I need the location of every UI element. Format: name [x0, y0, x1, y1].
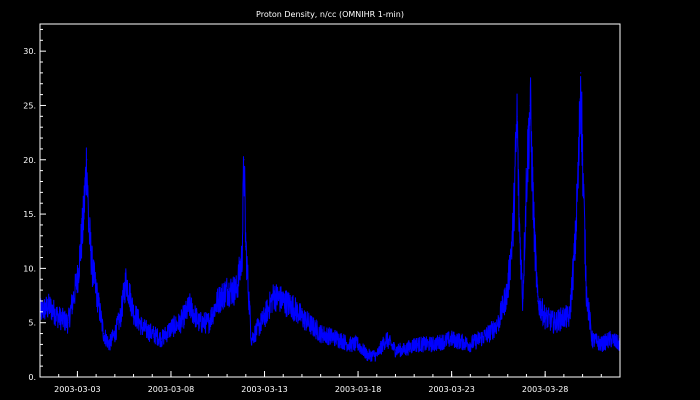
y-tick-label: 30.: [23, 47, 36, 56]
data-point: [578, 159, 580, 161]
y-tick-label: 25.: [23, 101, 36, 110]
data-point: [119, 316, 122, 318]
x-axis: 2003-03-03 2003-03-08 2003-03-13 2003-03-18…: [39, 371, 621, 394]
data-point: [348, 343, 350, 346]
data-point: [507, 289, 509, 291]
data-point: [161, 338, 163, 340]
data-point: [585, 289, 587, 291]
data-point: [376, 354, 378, 356]
data-point: [189, 305, 191, 307]
data-point: [207, 322, 209, 324]
x-tick-label: 2003-03-03: [54, 385, 101, 394]
data-point: [432, 343, 434, 346]
data-point: [88, 224, 90, 226]
data-point: [516, 115, 518, 117]
data-point: [610, 338, 612, 340]
data-point: [512, 224, 514, 226]
data-point: [108, 343, 110, 346]
data-point: [581, 159, 584, 161]
data-point: [114, 332, 116, 335]
data-point: [301, 316, 303, 318]
data-point: [357, 343, 359, 346]
data-point: [217, 300, 219, 302]
x-tick-label: 2003-03-23: [428, 385, 475, 394]
y-tick-label: 10.: [23, 264, 36, 273]
data-point: [76, 278, 79, 280]
data-point: [132, 311, 135, 313]
data-point: [574, 246, 576, 248]
data-point: [245, 246, 247, 248]
data-point: [488, 332, 490, 335]
y-tick-label: 15.: [23, 210, 36, 219]
data-point: [226, 289, 228, 291]
data-point: [413, 343, 415, 346]
data-point: [103, 332, 105, 335]
plot-area: [39, 72, 621, 362]
data-point: [273, 294, 275, 297]
data-point: [394, 349, 397, 351]
data-point: [544, 316, 546, 318]
x-tick-label: 2003-03-28: [522, 385, 569, 394]
data-point: [170, 327, 172, 329]
data-point: [263, 316, 266, 318]
data-point: [522, 300, 524, 302]
data-point: [243, 159, 245, 161]
x-tick-label: 2003-03-18: [335, 385, 382, 394]
data-point: [533, 224, 535, 226]
x-tick-label: 2003-03-13: [241, 385, 288, 394]
data-point: [451, 338, 453, 340]
series-0: [39, 72, 621, 362]
data-point: [179, 322, 181, 324]
data-point: [591, 338, 593, 340]
data-point: [469, 343, 471, 346]
data-point: [58, 316, 60, 318]
data-point: [404, 349, 406, 351]
data-point: [320, 332, 322, 335]
chart-title: Proton Density, n/cc (OMNIHR 1-min): [256, 10, 404, 19]
data-point: [537, 300, 539, 302]
data-point: [198, 322, 200, 324]
y-tick-label: 20.: [23, 156, 36, 165]
data-point: [568, 316, 571, 318]
data-point: [86, 159, 88, 161]
data-point: [241, 256, 243, 259]
data-point: [91, 267, 93, 269]
data-point: [67, 322, 69, 324]
series-line: [39, 76, 621, 362]
data-point: [235, 289, 238, 291]
data-point: [82, 224, 84, 226]
data-point: [529, 104, 531, 107]
data-point: [563, 316, 565, 318]
data-point: [385, 338, 387, 340]
y-tick-label: 5.: [28, 319, 36, 328]
data-point: [366, 354, 369, 356]
y-tick-label: 0.: [28, 373, 36, 382]
x-tick-label: 2003-03-08: [148, 385, 195, 394]
data-point: [580, 72, 582, 74]
data-point: [553, 322, 556, 324]
data-point: [151, 332, 153, 335]
data-point: [250, 338, 253, 340]
data-point: [291, 305, 294, 307]
data-point: [95, 289, 97, 291]
y-axis: 0. 5. 10. 15. 20. 25. 30.: [23, 28, 46, 382]
data-point: [525, 180, 528, 183]
data-point: [125, 278, 127, 280]
data-point: [142, 327, 144, 329]
axes-frame: [39, 23, 621, 378]
data-point: [600, 343, 602, 346]
data-point: [338, 338, 340, 340]
data-point: [497, 322, 499, 324]
data-point: [518, 213, 520, 215]
data-point: [282, 300, 284, 302]
data-point: [48, 305, 50, 307]
